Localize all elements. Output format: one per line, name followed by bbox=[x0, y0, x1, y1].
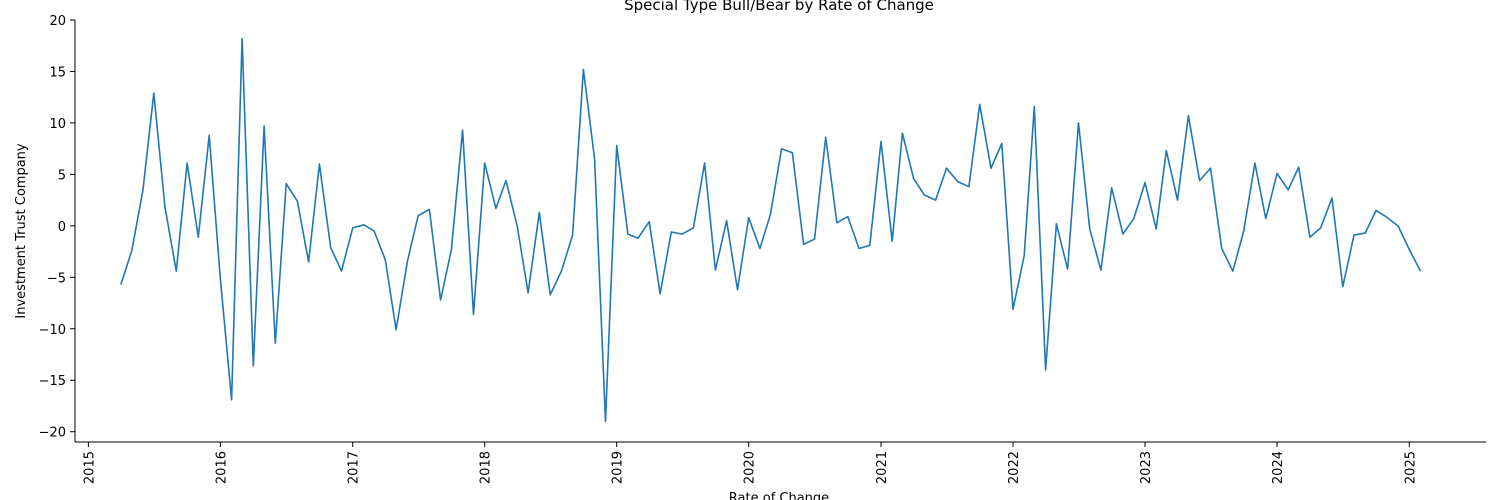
x-tick-label: 2023 bbox=[1139, 451, 1154, 484]
x-tick-label: 2016 bbox=[214, 451, 229, 484]
y-axis-label: Investment Trust Company bbox=[14, 143, 29, 319]
y-tick-label: −15 bbox=[39, 374, 66, 389]
x-tick-label: 2021 bbox=[875, 451, 890, 484]
y-tick-label: 10 bbox=[49, 117, 66, 132]
x-tick-label: 2025 bbox=[1403, 451, 1418, 484]
x-axis-label: Rate of Change bbox=[729, 491, 829, 500]
x-tick-label: 2015 bbox=[82, 451, 97, 484]
x-tick-label: 2024 bbox=[1271, 451, 1286, 484]
y-tick-label: −5 bbox=[47, 271, 66, 286]
x-axis-ticks: 2015 2016 2017 2018 2019 2020 2021 2022 2023 2024… bbox=[82, 442, 1418, 484]
x-tick-label: 2018 bbox=[479, 451, 494, 484]
x-tick-label: 2020 bbox=[743, 451, 758, 484]
x-tick-label: 2022 bbox=[1007, 451, 1022, 484]
x-tick-label: 2017 bbox=[347, 451, 362, 484]
y-axis-ticks: 20 15 10 5 0 −5 −10 −15 −20 bbox=[39, 14, 75, 441]
series-line bbox=[120, 37, 1422, 423]
chart-title: Special Type Bull/Bear by Rate of Change bbox=[624, 0, 934, 14]
y-tick-label: 5 bbox=[58, 168, 66, 183]
y-tick-label: 20 bbox=[49, 14, 66, 29]
y-tick-label: −20 bbox=[39, 426, 66, 441]
y-tick-label: 15 bbox=[49, 65, 66, 80]
x-tick-label: 2019 bbox=[611, 451, 626, 484]
y-tick-label: 0 bbox=[58, 220, 66, 235]
y-tick-label: −10 bbox=[39, 323, 66, 338]
